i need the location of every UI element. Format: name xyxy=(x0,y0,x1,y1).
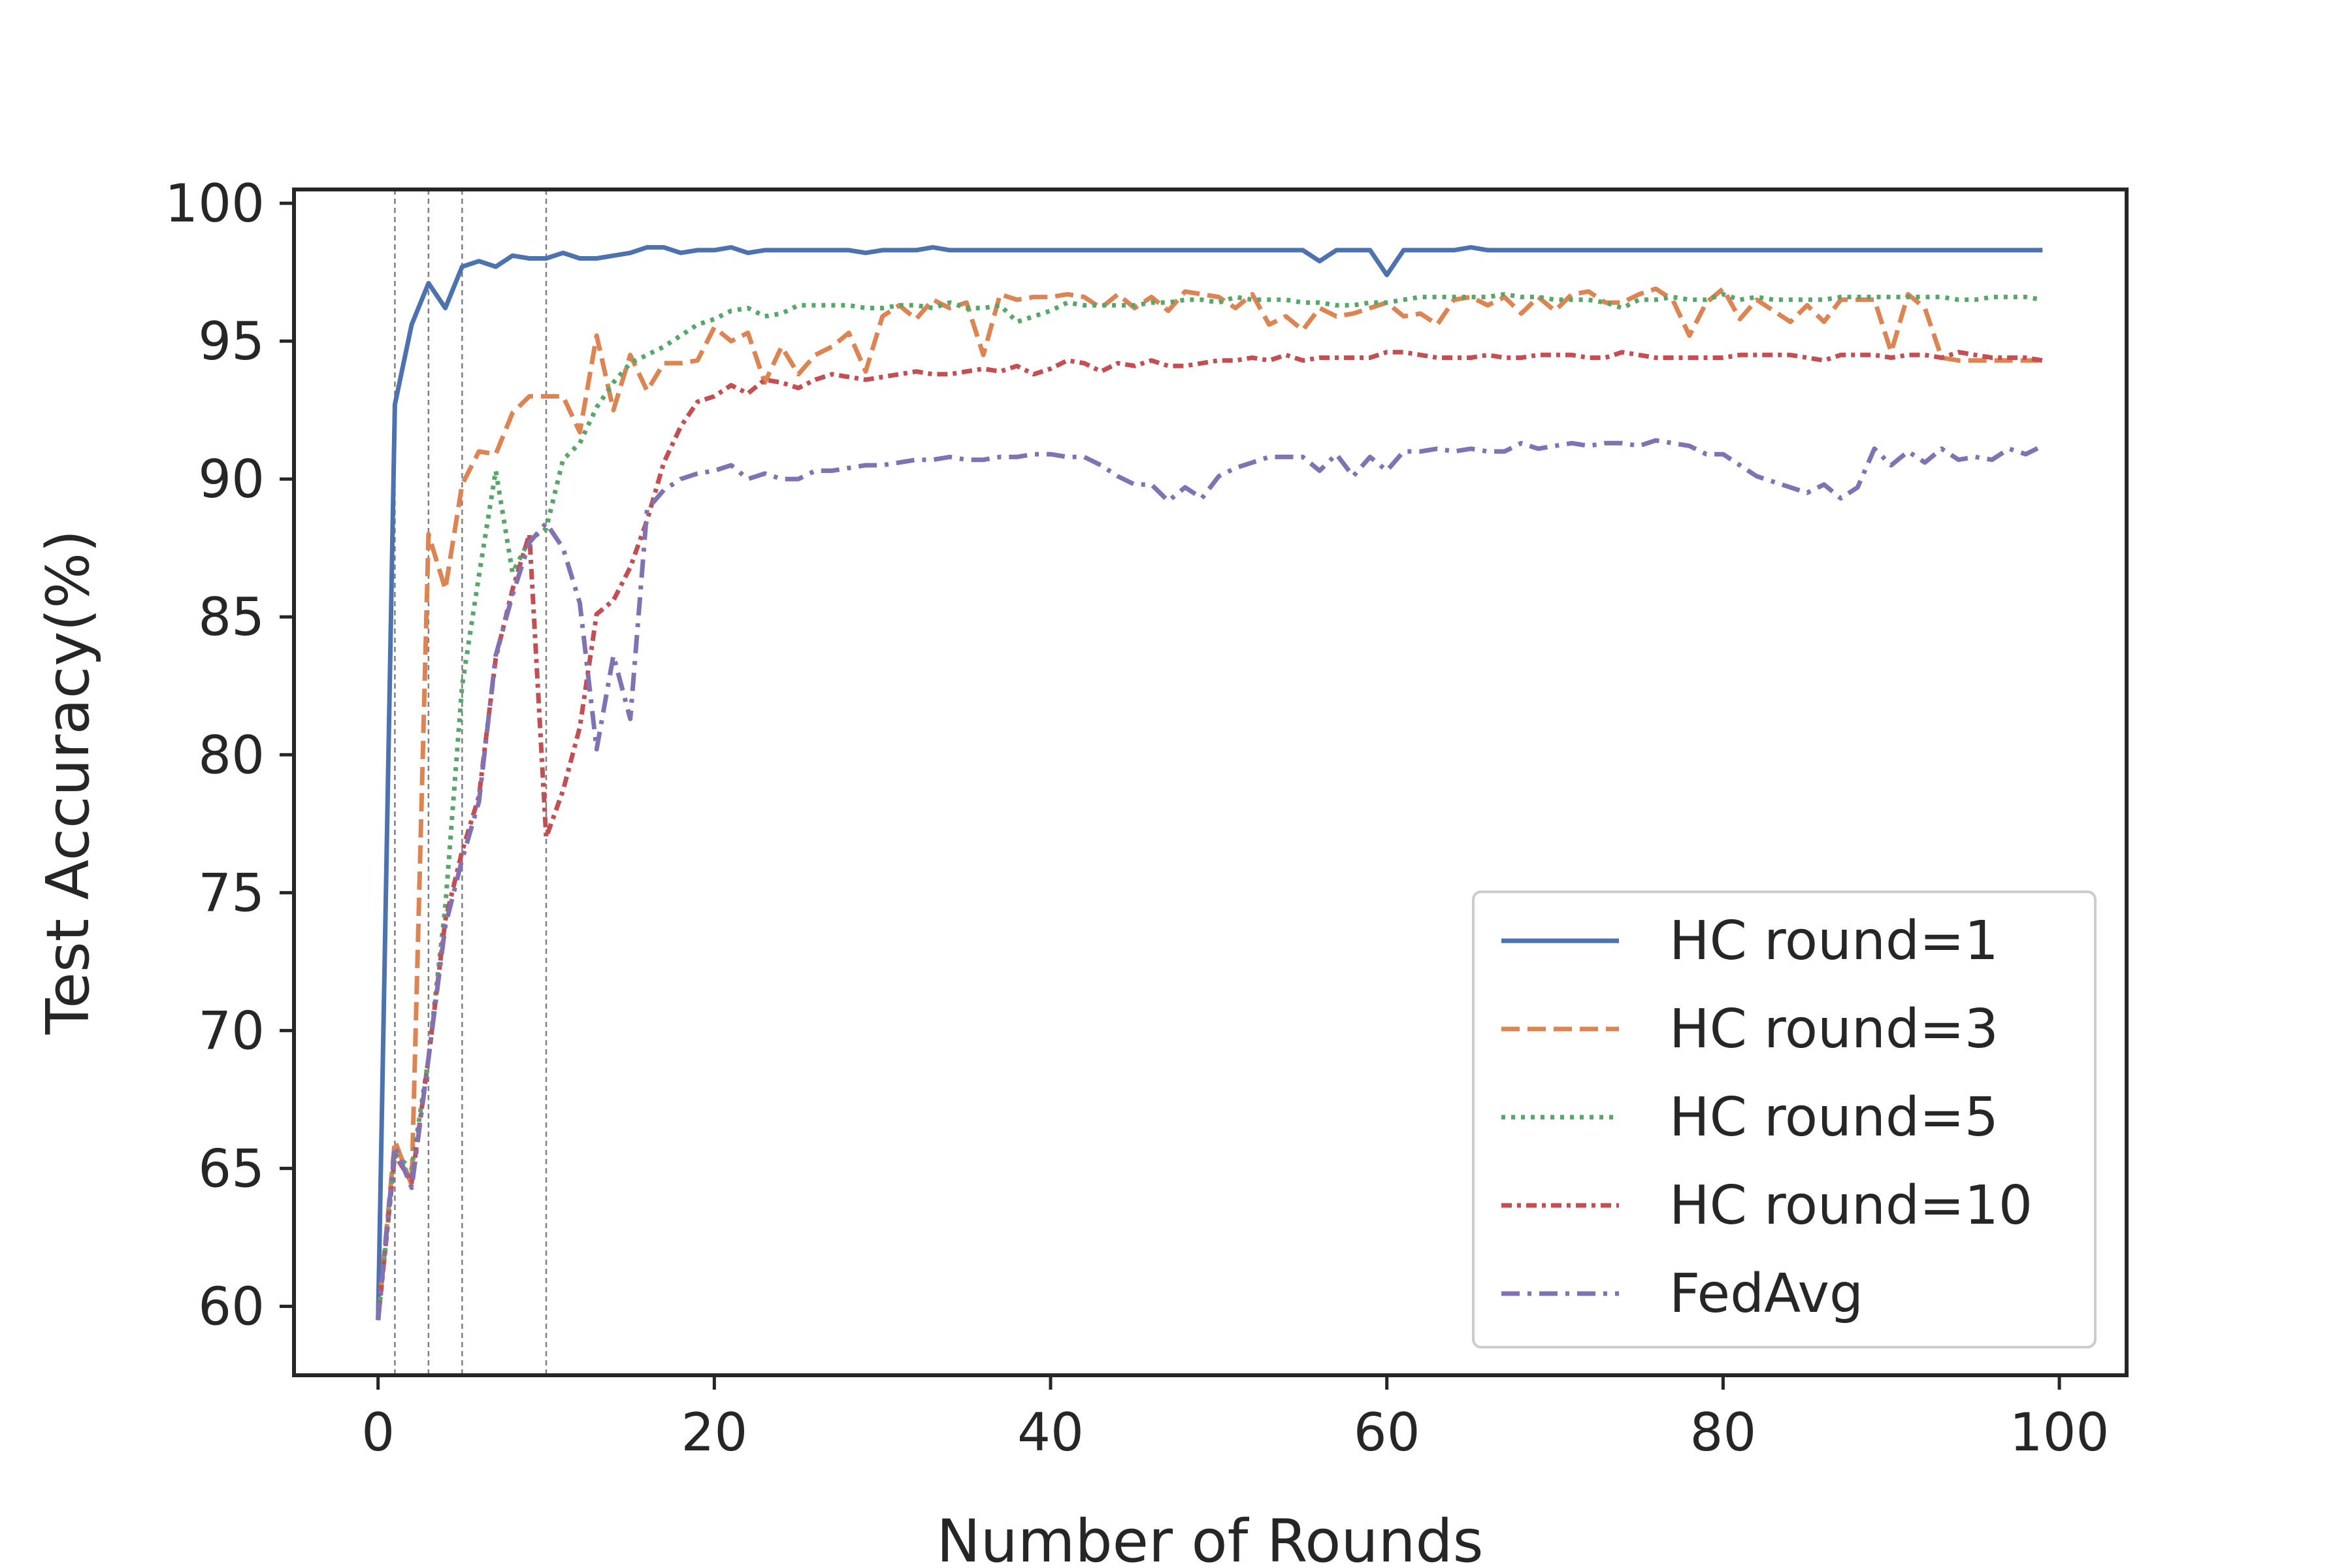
x-tick-label: 100 xyxy=(2010,1402,2110,1463)
y-tick-label: 85 xyxy=(198,587,265,647)
x-tick-label: 20 xyxy=(681,1402,747,1463)
y-tick-label: 75 xyxy=(198,862,265,923)
legend-label: HC round=3 xyxy=(1669,998,1999,1060)
series-lines xyxy=(376,245,2044,1320)
series-line xyxy=(376,286,2043,1320)
y-tick-label: 100 xyxy=(165,173,265,234)
legend: HC round=1 HC round=3 HC round=5 HC round=1… xyxy=(1472,890,2097,1348)
x-tick-label: 0 xyxy=(361,1402,395,1463)
legend-box xyxy=(1472,890,2097,1348)
legend-label: HC round=1 xyxy=(1669,910,1999,972)
series-line xyxy=(376,350,2043,1320)
y-tick-label: 65 xyxy=(198,1138,265,1199)
y-tick-label: 80 xyxy=(198,725,265,785)
legend-label: FedAvg xyxy=(1669,1263,1863,1325)
y-tick-label: 70 xyxy=(198,1000,265,1061)
series-line xyxy=(376,245,2043,1320)
x-tick-label: 60 xyxy=(1354,1402,1420,1463)
series-line xyxy=(376,291,2043,1320)
legend-label: HC round=10 xyxy=(1669,1175,2033,1237)
x-tick-label: 80 xyxy=(1690,1402,1756,1463)
x-tick-label: 40 xyxy=(1017,1402,1084,1463)
y-tick-label: 90 xyxy=(198,449,265,510)
plot-frame xyxy=(292,188,2129,1377)
series-line xyxy=(376,438,2044,1320)
x-axis-label: Number of Rounds xyxy=(936,1507,1483,1568)
y-axis-label: Test Accuracy(%) xyxy=(34,530,103,1035)
x-axis-ticks: 0 20 40 60 80 100 xyxy=(361,1375,2109,1463)
y-axis-ticks: 60 65 70 75 80 85 90 95 100 xyxy=(165,173,294,1337)
legend-label: HC round=5 xyxy=(1669,1086,1999,1149)
y-tick-label: 60 xyxy=(198,1276,265,1337)
round-marker-lines xyxy=(394,189,547,1375)
y-tick-label: 95 xyxy=(198,311,265,372)
